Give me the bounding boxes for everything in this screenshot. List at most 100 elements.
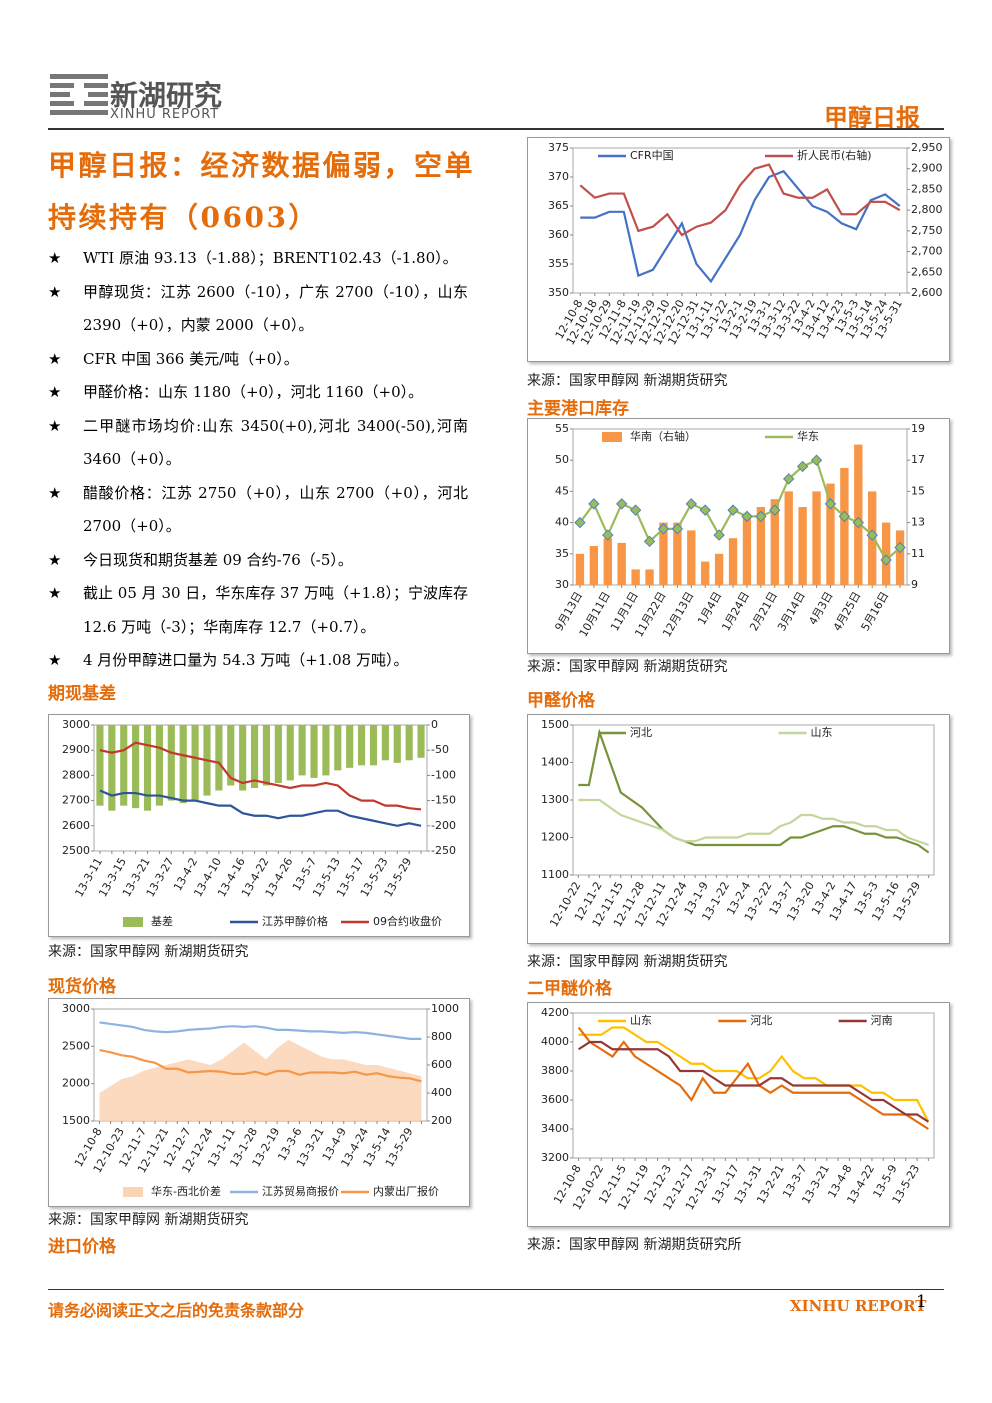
bar xyxy=(108,725,116,811)
bullet-text: 截止 05 月 30 日，华东库存 37 万吨（+1.8）；宁波库存 12.6 … xyxy=(83,584,468,636)
bar xyxy=(895,530,905,585)
y-tick-label: 50 xyxy=(555,453,569,466)
y2-tick-label: 2,600 xyxy=(911,286,943,299)
legend-label: 09合约收盘价 xyxy=(373,914,442,928)
bullet-text: WTI 原油 93.13（-1.88）；BRENT102.43（-1.80）。 xyxy=(83,249,458,267)
bar xyxy=(120,725,128,806)
bullet-text: 今日现货和期货基差 09 合约-76（-5）。 xyxy=(83,550,353,569)
marker xyxy=(866,529,878,541)
bullet-star: ★ xyxy=(48,550,62,569)
chart: 30 35 40 45 50 55 9 11 13 15 17 19 9月13日 10月11日 11月1日 1… xyxy=(527,418,950,654)
bar xyxy=(826,483,835,585)
plot-frame xyxy=(93,724,428,852)
y2-tick-label: -200 xyxy=(431,819,456,832)
title: 甲醇日报：经济数据偏弱，空单持续持有（0603） xyxy=(48,149,476,234)
bar xyxy=(645,569,654,585)
bar xyxy=(742,514,752,585)
legend-label: 华东 xyxy=(797,429,819,443)
y-tick-label: 35 xyxy=(555,547,569,560)
bar xyxy=(784,491,793,585)
y2-tick-label: 19 xyxy=(911,422,925,435)
y2-tick-label: 2,700 xyxy=(911,245,943,258)
y-tick-label: 45 xyxy=(555,484,569,497)
marker xyxy=(880,554,892,566)
chart-svg: 2500 2600 2700 2800 2900 3000 -250 -200 -150 -100… xyxy=(62,718,456,928)
x-tick-label: 5月16日 xyxy=(859,590,892,634)
y-tick-label: 1200 xyxy=(541,831,569,844)
y-tick-label: 370 xyxy=(548,170,569,183)
bar xyxy=(298,725,306,776)
bar xyxy=(369,725,378,766)
bullet-text: 甲醛价格：山东 1180（+0），河北 1160（+0）。 xyxy=(83,383,424,401)
bullet-star: ★ xyxy=(48,483,62,502)
y2-tick-label: 15 xyxy=(911,484,925,497)
logo-cn: 新湖研究 xyxy=(110,79,223,112)
y-tick-label: 2500 xyxy=(62,1039,90,1052)
plot-frame xyxy=(572,428,908,586)
bar xyxy=(417,725,425,758)
y2-tick-label: 13 xyxy=(911,516,925,529)
plot-frame xyxy=(572,1012,935,1159)
bullet-text: 4 月份甲醇进口量为 54.3 万吨（+1.08 万吨）。 xyxy=(83,651,409,669)
bar xyxy=(770,499,779,585)
y-tick-label: 3800 xyxy=(541,1064,569,1077)
y2-tick-label: -250 xyxy=(431,844,456,857)
bullet-text: CFR 中国 366 美元/吨（+0）。 xyxy=(83,349,299,368)
line xyxy=(99,1021,422,1040)
bar xyxy=(227,725,235,786)
legend-label: 山东 xyxy=(811,726,833,739)
y-tick-label: 3000 xyxy=(62,1002,90,1015)
y2-tick-label: 1000 xyxy=(431,1002,459,1015)
legend-label: 河北 xyxy=(750,1014,772,1027)
y-tick-label: 40 xyxy=(555,516,569,529)
bar xyxy=(215,725,223,791)
chart-source: 来源：国家甲醇网 新湖期货研究 xyxy=(527,659,728,675)
y-tick-label: 1300 xyxy=(541,793,569,806)
bullet: ★ 4 月份甲醇进口量为 54.3 万吨（+1.08 万吨）。 xyxy=(48,644,468,678)
line xyxy=(578,1040,929,1123)
y-tick-label: 2600 xyxy=(62,819,90,832)
bullets: ★ WTI 原油 93.13（-1.88）；BRENT102.43（-1.80）。… xyxy=(48,242,468,678)
chart-source: 来源：国家甲醇网 新湖期货研究所 xyxy=(527,1237,742,1253)
bar xyxy=(322,725,330,776)
chart-source: 来源：国家甲醇网 新湖期货研究 xyxy=(527,954,728,970)
y-tick-label: 3600 xyxy=(541,1093,569,1106)
marker xyxy=(574,516,586,529)
y-tick-label: 3400 xyxy=(541,1122,569,1135)
bar xyxy=(812,491,821,585)
y2-tick-label: 2,800 xyxy=(911,203,943,216)
x-tick-label: 4月3日 xyxy=(806,590,835,628)
y-tick-label: 375 xyxy=(548,141,569,154)
bar xyxy=(274,725,282,783)
marker xyxy=(629,504,642,516)
bar xyxy=(840,468,849,585)
y2-tick-label: 17 xyxy=(911,453,925,466)
chart-svg: 350 355 360 365 370 375 2,600 2,650 2,700 2,750 2,… xyxy=(548,141,943,347)
x-tick-label: 3月14日 xyxy=(775,590,808,634)
y-tick-label: 2700 xyxy=(62,794,90,807)
y-tick-label: 30 xyxy=(555,578,569,591)
legend-swatch xyxy=(602,432,622,442)
marker xyxy=(699,504,711,516)
line xyxy=(578,1026,930,1123)
y-tick-label: 350 xyxy=(548,286,569,299)
marker xyxy=(852,516,864,529)
bar xyxy=(191,725,199,801)
chart: 2500 2600 2700 2800 2900 3000 -250 -200 -150 -100… xyxy=(48,714,470,937)
y-tick-label: 1500 xyxy=(541,718,569,731)
y2-tick-label: 200 xyxy=(431,1114,452,1127)
line xyxy=(578,728,930,854)
chart: 1100 1200 1300 1400 1500 12-10-22 12-11-2 12-11… xyxy=(527,714,950,944)
bullet-star: ★ xyxy=(48,416,62,435)
marker xyxy=(671,523,684,535)
line xyxy=(577,1026,929,1130)
bar xyxy=(239,725,247,791)
y2-tick-label: 11 xyxy=(911,547,925,560)
marker xyxy=(769,504,781,516)
chart-svg: 32003400360038004000420012-10-812-10-221… xyxy=(541,1006,935,1212)
plot-frame xyxy=(572,724,935,876)
bullet-text: 醋酸价格：江苏 2750（+0），山东 2700（+0），河北 2700（+0）… xyxy=(83,483,468,536)
bar xyxy=(798,507,807,585)
line xyxy=(579,163,901,237)
legend-swatch xyxy=(123,917,143,927)
